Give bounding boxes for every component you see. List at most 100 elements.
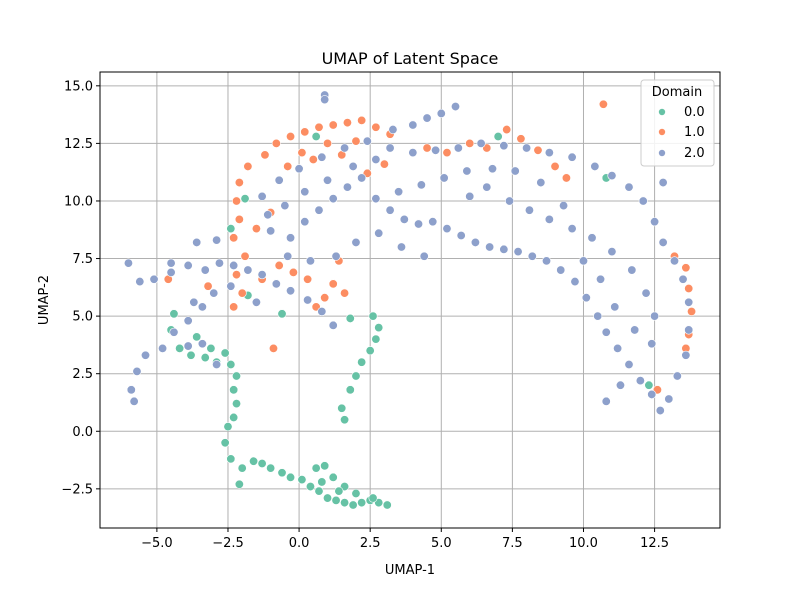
data-point	[232, 196, 242, 206]
x-axis-ticks: −5.0 −2.5 0.0 2.5 5.0 7.5 10.0 12.5	[141, 528, 669, 551]
data-point	[684, 283, 694, 293]
data-point	[209, 288, 219, 298]
data-point	[559, 201, 569, 211]
data-point	[192, 332, 202, 342]
x-tick-label: 12.5	[640, 536, 669, 551]
data-point	[544, 214, 554, 224]
data-point	[189, 297, 199, 307]
data-point	[323, 175, 333, 185]
data-point	[465, 191, 475, 201]
data-point	[317, 477, 327, 487]
data-point	[277, 309, 287, 319]
data-point	[436, 108, 446, 118]
data-point	[357, 357, 367, 367]
data-point	[237, 463, 247, 473]
data-point	[607, 247, 617, 257]
y-axis-ticks: −2.5 0.0 2.5 5.0 7.5 10.0 12.5 15.0	[61, 79, 100, 497]
data-point	[314, 205, 324, 215]
data-point	[183, 316, 193, 326]
data-point	[323, 493, 333, 503]
plot-frame	[99, 71, 721, 529]
data-point	[556, 265, 566, 275]
data-point	[340, 415, 350, 425]
data-point	[240, 251, 250, 261]
data-point	[288, 267, 298, 277]
data-point	[681, 263, 691, 273]
data-point	[419, 251, 429, 261]
data-point	[251, 224, 261, 234]
data-point	[243, 265, 253, 275]
data-point	[300, 217, 310, 227]
data-point	[214, 258, 224, 268]
legend-label-domain-1: 1.0	[684, 125, 705, 140]
data-point	[268, 343, 278, 353]
data-point	[229, 412, 239, 422]
data-point	[385, 205, 395, 215]
legend-marker-domain-0	[658, 108, 666, 116]
y-tick-label: 12.5	[64, 137, 93, 152]
data-point	[303, 274, 313, 284]
data-point	[331, 495, 341, 505]
data-point	[379, 159, 389, 169]
data-point	[340, 498, 350, 508]
data-point	[220, 348, 230, 358]
series-domain-0	[166, 131, 654, 510]
data-point	[311, 463, 321, 473]
data-point	[533, 145, 543, 155]
data-point	[243, 161, 253, 171]
data-point	[598, 99, 608, 109]
data-point	[345, 313, 355, 323]
series-domain-1	[163, 99, 697, 395]
data-point	[229, 302, 239, 312]
data-point	[249, 456, 259, 466]
data-point	[342, 118, 352, 128]
data-point	[342, 182, 352, 192]
data-point	[226, 281, 236, 291]
data-point	[229, 260, 239, 270]
data-point	[303, 295, 313, 305]
data-point	[197, 339, 207, 349]
data-point	[655, 406, 665, 416]
data-point	[192, 237, 202, 247]
data-point	[135, 277, 145, 287]
y-tick-label: 7.5	[72, 252, 93, 267]
data-point	[371, 155, 381, 165]
data-point	[286, 131, 296, 141]
data-point	[317, 152, 327, 162]
data-point	[229, 233, 239, 243]
data-point	[311, 131, 321, 141]
data-point	[382, 500, 392, 510]
data-point	[607, 171, 617, 181]
data-point	[414, 219, 424, 229]
data-point	[587, 233, 597, 243]
data-point	[274, 260, 284, 270]
data-point	[476, 138, 486, 148]
data-point	[266, 226, 276, 236]
data-point	[169, 309, 179, 319]
data-point	[283, 251, 293, 261]
data-point	[305, 256, 315, 266]
legend-box	[640, 79, 715, 167]
data-point	[678, 274, 688, 284]
data-point	[357, 173, 367, 183]
data-point	[334, 486, 344, 496]
legend-label-domain-0: 0.0	[684, 105, 705, 120]
data-point	[408, 148, 418, 158]
data-point	[257, 459, 267, 469]
data-point	[399, 214, 409, 224]
y-tick-label: 0.0	[72, 425, 93, 440]
data-point	[684, 325, 694, 335]
data-point	[320, 95, 330, 105]
data-point	[280, 201, 290, 211]
data-point	[297, 148, 307, 158]
data-point	[544, 148, 554, 158]
data-point	[328, 472, 338, 482]
data-point	[561, 173, 571, 183]
data-point	[371, 194, 381, 204]
data-point	[362, 136, 372, 146]
data-point	[263, 210, 273, 220]
data-point	[271, 138, 281, 148]
data-point	[300, 127, 310, 137]
y-tick-label: 5.0	[72, 310, 93, 325]
